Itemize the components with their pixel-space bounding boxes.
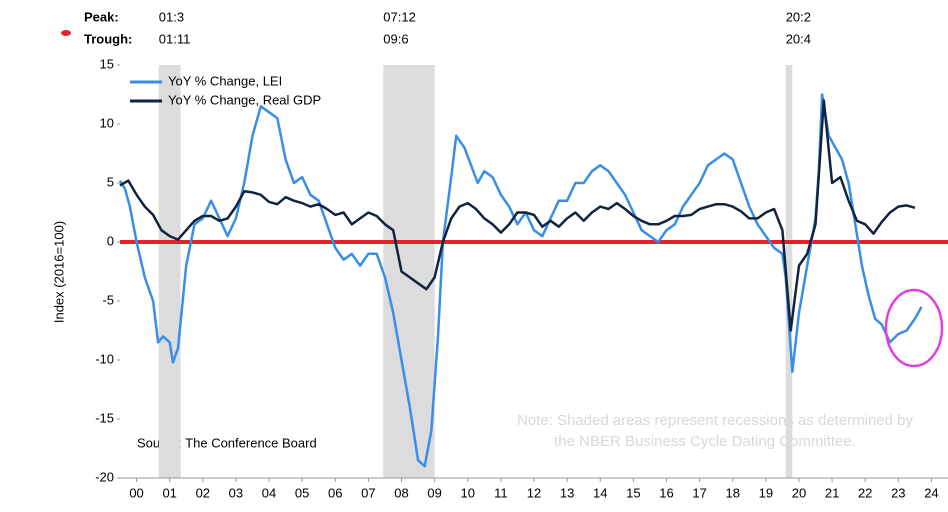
y-tick-label: -5 bbox=[102, 292, 114, 307]
y-tick-label: 10 bbox=[100, 115, 114, 130]
x-tick-label: 24 bbox=[924, 485, 938, 500]
recession-band bbox=[383, 65, 435, 478]
x-tick-label: 16 bbox=[659, 485, 673, 500]
x-tick-label: 00 bbox=[129, 485, 143, 500]
x-tick-label: 23 bbox=[891, 485, 905, 500]
note: Note: Shaded areas represent recessions … bbox=[517, 412, 914, 429]
trough-date: 09:6 bbox=[383, 31, 408, 46]
peak-date: 01:3 bbox=[159, 9, 184, 24]
x-tick-label: 02 bbox=[196, 485, 210, 500]
x-tick-label: 19 bbox=[759, 485, 773, 500]
x-tick-label: 13 bbox=[560, 485, 574, 500]
x-tick-label: 21 bbox=[825, 485, 839, 500]
x-tick-label: 05 bbox=[295, 485, 309, 500]
source: Source: The Conference Board bbox=[137, 435, 317, 450]
x-tick-label: 20 bbox=[792, 485, 806, 500]
x-tick-label: 15 bbox=[626, 485, 640, 500]
x-tick-label: 22 bbox=[858, 485, 872, 500]
x-tick-label: 18 bbox=[725, 485, 739, 500]
x-tick-label: 10 bbox=[461, 485, 475, 500]
legend-label: YoY % Change, LEI bbox=[168, 73, 282, 88]
recession-band bbox=[158, 65, 181, 478]
x-tick-label: 07 bbox=[361, 485, 375, 500]
trough-date: 01:11 bbox=[159, 31, 191, 46]
y-tick-label: -15 bbox=[95, 410, 114, 425]
series-line bbox=[119, 99, 916, 332]
series-line bbox=[118, 93, 923, 468]
trough-date: 20:4 bbox=[786, 31, 811, 46]
peak-date: 07:12 bbox=[383, 9, 416, 24]
trough-label: Trough: bbox=[84, 31, 132, 46]
recession-band bbox=[785, 65, 793, 478]
y-tick-label: -20 bbox=[95, 469, 114, 484]
peak-date: 20:2 bbox=[786, 9, 811, 24]
peak-label: Peak: bbox=[84, 9, 119, 24]
x-tick-label: 03 bbox=[229, 485, 243, 500]
x-tick-label: 17 bbox=[692, 485, 706, 500]
x-tick-label: 11 bbox=[494, 485, 508, 500]
x-tick-label: 04 bbox=[262, 485, 276, 500]
highlight-circle bbox=[884, 288, 944, 368]
y-tick-label: -10 bbox=[95, 351, 114, 366]
x-tick-label: 06 bbox=[328, 485, 342, 500]
y-tick-label: 0 bbox=[107, 233, 114, 248]
note: the NBER Business Cycle Dating Committee… bbox=[554, 433, 856, 450]
legend-label: YoY % Change, Real GDP bbox=[168, 92, 321, 107]
x-tick-label: 09 bbox=[427, 485, 441, 500]
y-axis-label: Index (2016=100) bbox=[51, 221, 66, 323]
x-tick-label: 12 bbox=[527, 485, 541, 500]
y-tick-label: 5 bbox=[107, 174, 114, 189]
x-tick-label: 14 bbox=[593, 485, 607, 500]
legend-marker bbox=[61, 30, 71, 36]
y-tick-label: 15 bbox=[100, 56, 114, 71]
x-tick-label: 08 bbox=[394, 485, 408, 500]
x-tick-label: 01 bbox=[162, 485, 176, 500]
